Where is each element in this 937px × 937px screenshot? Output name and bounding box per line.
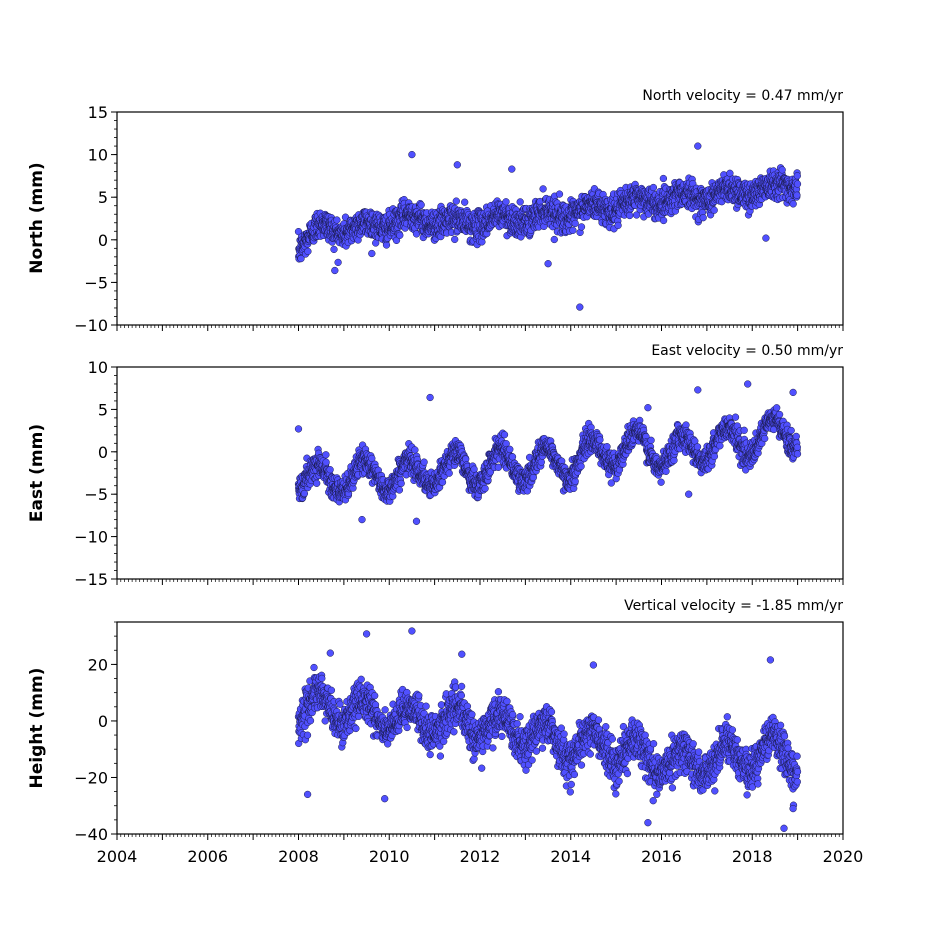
north-point bbox=[502, 198, 510, 206]
north-point bbox=[699, 214, 707, 222]
east-point bbox=[481, 484, 489, 493]
north-point bbox=[793, 172, 801, 180]
north-point bbox=[417, 201, 425, 209]
panel-east: East velocity = 0.50 mm/yr East (mm) −15… bbox=[27, 343, 844, 589]
north-outlier-point bbox=[453, 161, 461, 169]
north-point bbox=[396, 231, 404, 239]
north-point bbox=[550, 235, 558, 244]
north-point bbox=[571, 219, 579, 228]
east-point bbox=[716, 442, 724, 450]
north-point bbox=[452, 197, 460, 205]
north-outlier-point bbox=[576, 303, 584, 311]
east-axis-label: East (mm) bbox=[27, 424, 47, 522]
east-point bbox=[397, 479, 405, 488]
north-y-tick-label: −5 bbox=[84, 273, 108, 292]
east-point bbox=[313, 479, 321, 487]
east-point bbox=[470, 465, 478, 473]
north-y-tick-label: 15 bbox=[88, 103, 108, 122]
north-point bbox=[334, 258, 342, 267]
north-point bbox=[626, 211, 634, 220]
north-point bbox=[793, 180, 802, 188]
east-point bbox=[494, 463, 503, 471]
north-point bbox=[478, 238, 486, 246]
north-point bbox=[569, 226, 577, 234]
east-point bbox=[731, 413, 740, 421]
east-point bbox=[420, 458, 428, 466]
north-axis-label: North (mm) bbox=[27, 162, 47, 273]
east-point bbox=[529, 473, 537, 482]
east-point bbox=[662, 467, 670, 475]
north-point bbox=[461, 198, 469, 206]
north-point bbox=[614, 221, 622, 230]
north-point bbox=[789, 200, 797, 208]
north-y-tick-label: 10 bbox=[88, 146, 108, 165]
east-point bbox=[647, 436, 655, 444]
east-point bbox=[761, 434, 769, 443]
north-point bbox=[516, 198, 524, 206]
east-point bbox=[326, 466, 334, 474]
north-point bbox=[659, 174, 668, 183]
east-point bbox=[508, 453, 517, 461]
north-outlier-point bbox=[408, 150, 416, 159]
north-point bbox=[649, 183, 658, 192]
east-point bbox=[577, 462, 585, 470]
north-point bbox=[368, 249, 376, 258]
north-point bbox=[297, 254, 305, 263]
east-point bbox=[670, 456, 678, 465]
north-y-tick-label: 5 bbox=[98, 188, 108, 207]
north-outlier-point bbox=[331, 266, 339, 275]
north-point bbox=[382, 241, 391, 249]
east-point bbox=[693, 443, 702, 451]
east-point bbox=[506, 445, 514, 453]
east-point bbox=[603, 443, 611, 451]
north-outlier-point bbox=[762, 234, 770, 242]
panel-north: North velocity = 0.47 mm/yr North (mm) −… bbox=[27, 88, 844, 335]
north-point bbox=[304, 247, 312, 256]
north-point bbox=[330, 245, 338, 254]
north-point bbox=[555, 190, 564, 198]
east-data-points bbox=[294, 380, 802, 525]
north-point bbox=[710, 206, 718, 214]
east-point bbox=[740, 426, 748, 434]
north-velocity-annotation: North velocity = 0.47 mm/yr bbox=[642, 88, 843, 104]
north-point bbox=[793, 191, 801, 199]
east-point bbox=[438, 478, 447, 486]
north-outlier-point bbox=[694, 142, 702, 150]
east-point bbox=[537, 458, 545, 466]
north-point bbox=[659, 216, 668, 225]
north-point bbox=[333, 216, 341, 224]
east-point bbox=[500, 431, 509, 439]
north-point bbox=[577, 223, 586, 231]
north-point bbox=[539, 185, 547, 193]
north-data-points bbox=[294, 142, 802, 311]
north-point bbox=[778, 166, 786, 174]
east-point bbox=[411, 446, 419, 454]
east-point bbox=[596, 436, 604, 444]
east-point bbox=[322, 458, 330, 466]
east-point bbox=[322, 451, 330, 459]
north-y-tick-label: 0 bbox=[98, 231, 108, 250]
east-velocity-annotation: East velocity = 0.50 mm/yr bbox=[651, 343, 843, 359]
east-point bbox=[710, 452, 719, 461]
east-point bbox=[395, 486, 404, 494]
east-point bbox=[657, 478, 665, 486]
north-point bbox=[451, 235, 459, 244]
north-outlier-point bbox=[544, 260, 552, 268]
north-y-tick-label: −10 bbox=[74, 316, 108, 335]
north-outlier-point bbox=[508, 165, 516, 173]
east-point bbox=[445, 469, 453, 477]
